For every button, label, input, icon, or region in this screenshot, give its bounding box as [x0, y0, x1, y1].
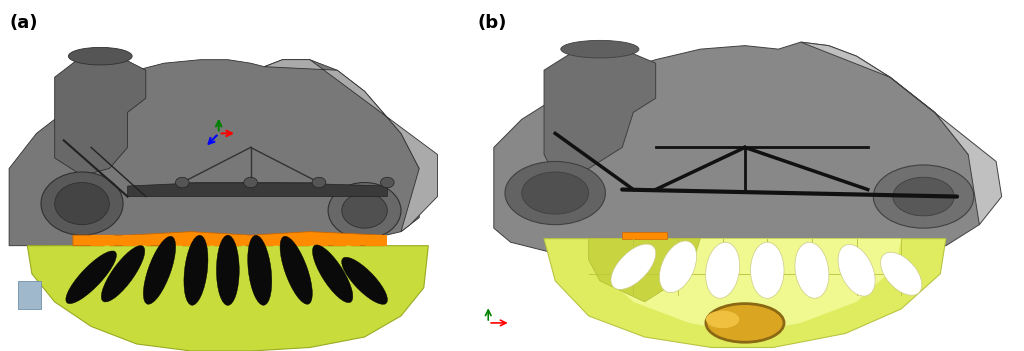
- Polygon shape: [100, 246, 114, 284]
- Polygon shape: [544, 239, 946, 347]
- Ellipse shape: [706, 311, 739, 328]
- Polygon shape: [342, 246, 355, 288]
- Circle shape: [342, 193, 387, 228]
- Circle shape: [328, 183, 401, 239]
- Polygon shape: [544, 49, 655, 176]
- Polygon shape: [237, 246, 251, 277]
- Ellipse shape: [561, 40, 639, 58]
- Ellipse shape: [342, 257, 387, 304]
- Polygon shape: [296, 235, 328, 246]
- Circle shape: [381, 177, 394, 188]
- Ellipse shape: [881, 252, 922, 295]
- Ellipse shape: [143, 236, 176, 304]
- Ellipse shape: [101, 246, 144, 302]
- Polygon shape: [589, 239, 901, 333]
- Polygon shape: [160, 235, 191, 246]
- Ellipse shape: [611, 244, 655, 290]
- Polygon shape: [128, 183, 387, 197]
- Ellipse shape: [66, 251, 117, 304]
- Ellipse shape: [248, 235, 271, 305]
- Text: (a): (a): [9, 14, 38, 32]
- Polygon shape: [9, 60, 419, 253]
- Ellipse shape: [706, 242, 739, 298]
- Ellipse shape: [184, 235, 208, 305]
- Polygon shape: [132, 246, 151, 281]
- Polygon shape: [73, 232, 383, 246]
- Polygon shape: [255, 235, 292, 246]
- Ellipse shape: [216, 235, 240, 305]
- Circle shape: [175, 177, 189, 188]
- Circle shape: [505, 161, 605, 225]
- Polygon shape: [264, 60, 437, 232]
- Ellipse shape: [706, 304, 784, 342]
- Polygon shape: [169, 246, 186, 277]
- Ellipse shape: [312, 245, 353, 303]
- Text: (b): (b): [477, 14, 507, 32]
- Ellipse shape: [280, 236, 312, 304]
- Bar: [18, 281, 41, 309]
- Polygon shape: [91, 235, 114, 246]
- Ellipse shape: [659, 241, 696, 293]
- Polygon shape: [201, 235, 246, 246]
- Polygon shape: [205, 246, 219, 277]
- Ellipse shape: [751, 242, 784, 298]
- Polygon shape: [801, 42, 1001, 225]
- Polygon shape: [589, 239, 700, 302]
- Polygon shape: [365, 235, 387, 246]
- Ellipse shape: [795, 242, 828, 298]
- Polygon shape: [123, 235, 151, 246]
- Circle shape: [312, 177, 326, 188]
- Ellipse shape: [838, 244, 876, 296]
- Circle shape: [41, 172, 123, 235]
- Polygon shape: [305, 246, 324, 281]
- Polygon shape: [54, 56, 145, 176]
- Circle shape: [522, 172, 589, 214]
- Ellipse shape: [69, 47, 132, 65]
- Circle shape: [244, 177, 257, 188]
- Polygon shape: [269, 246, 287, 277]
- Polygon shape: [333, 235, 360, 246]
- Polygon shape: [494, 42, 985, 263]
- Circle shape: [873, 165, 974, 228]
- Polygon shape: [28, 246, 428, 351]
- Circle shape: [54, 183, 110, 225]
- Polygon shape: [623, 232, 667, 239]
- Circle shape: [893, 177, 954, 216]
